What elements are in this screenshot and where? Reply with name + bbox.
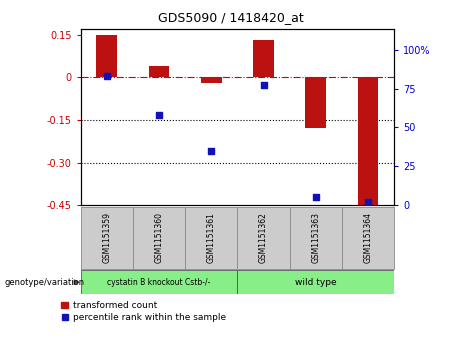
Point (312, 195, 319, 200)
Point (103, 73, 111, 79)
Bar (305, 77, 326, 129)
Bar (185, 207, 237, 269)
Bar (290, 207, 342, 269)
Point (260, 82, 267, 88)
Point (207, 148, 215, 154)
Bar (148, 66, 170, 77)
Text: GSM1151364: GSM1151364 (364, 212, 372, 263)
Text: GSM1151359: GSM1151359 (102, 212, 111, 263)
Text: wild type: wild type (295, 278, 337, 287)
Bar (358, 77, 378, 208)
Bar (253, 40, 274, 77)
Text: GSM1151363: GSM1151363 (311, 212, 320, 263)
Text: GSM1151362: GSM1151362 (259, 212, 268, 263)
Bar (81, 270, 237, 294)
Point (155, 112, 163, 118)
Bar (237, 270, 394, 294)
Text: GSM1151361: GSM1151361 (207, 212, 216, 263)
Bar (342, 207, 394, 269)
Text: genotype/variation: genotype/variation (5, 278, 85, 287)
Point (364, 199, 372, 205)
Bar (96, 35, 117, 77)
Text: GSM1151360: GSM1151360 (154, 212, 164, 263)
Bar (201, 77, 222, 83)
Bar (237, 207, 290, 269)
Bar (81, 207, 133, 269)
Legend: transformed count, percentile rank within the sample: transformed count, percentile rank withi… (58, 298, 230, 326)
Bar (133, 207, 185, 269)
Text: cystatin B knockout Cstb-/-: cystatin B knockout Cstb-/- (107, 278, 211, 287)
Text: GDS5090 / 1418420_at: GDS5090 / 1418420_at (158, 11, 303, 24)
